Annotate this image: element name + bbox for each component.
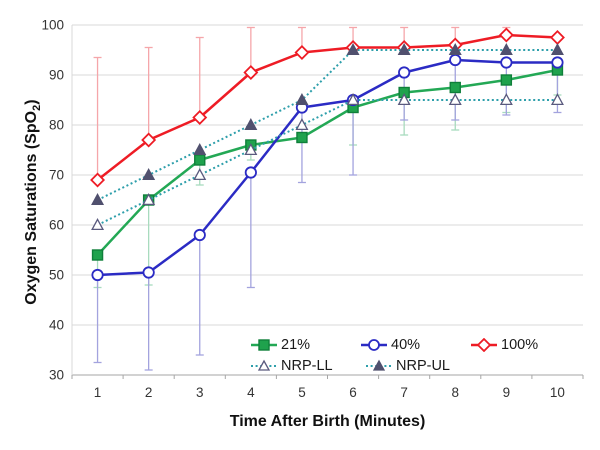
y-axis-title-main: Oxygen Saturations (SpO xyxy=(22,110,40,305)
series-marker-NRP-UL-x6 xyxy=(346,43,360,56)
x-tick-label-8: 8 xyxy=(451,385,459,400)
series-marker-NRP-UL-x3 xyxy=(193,143,207,156)
series-marker-NRP-LL-x10 xyxy=(550,93,564,106)
legend-glyph xyxy=(257,359,271,371)
legend-glyph xyxy=(258,338,270,351)
legend-marker-diamond-open xyxy=(471,337,497,352)
series-marker-NRP-LL-x4 xyxy=(244,143,258,156)
series-marker-100%-x5 xyxy=(294,45,310,60)
legend-glyph xyxy=(476,337,492,352)
legend-item-NRP-UL: NRP-UL xyxy=(365,358,480,374)
legend-item-21%: 21% xyxy=(250,337,360,353)
series-line-100% xyxy=(96,33,558,181)
series-marker-21%-x3 xyxy=(194,154,206,166)
series-marker-100%-x9 xyxy=(498,27,514,43)
series-marker-NRP-LL-x3 xyxy=(193,168,207,181)
legend-marker-square-filled xyxy=(251,338,277,351)
series-marker-40%-x9 xyxy=(500,56,513,69)
series-marker-100%-x4 xyxy=(243,65,259,80)
series-marker-40%-x1 xyxy=(91,268,104,282)
chart-legend: 21% 40% 100% NRP-LL NRP-UL xyxy=(250,334,580,376)
y-tick-label-50: 50 xyxy=(49,268,64,283)
series-marker-40%-x7 xyxy=(398,66,411,79)
legend-label-40%: 40% xyxy=(391,336,421,353)
legend-marker-triangle-filled xyxy=(366,359,392,371)
series-marker-NRP-UL-x5 xyxy=(295,93,309,106)
x-tick-label-4: 4 xyxy=(247,385,255,400)
series-marker-100%-x10 xyxy=(549,30,565,45)
legend-label-NRP-LL: NRP-LL xyxy=(281,357,333,374)
series-marker-40%-x4 xyxy=(244,166,257,179)
y-tick-label-90: 90 xyxy=(49,68,64,83)
x-tick-label-6: 6 xyxy=(349,385,357,400)
legend-marker-circle-open xyxy=(361,338,387,351)
series-marker-21%-x5 xyxy=(296,131,308,144)
series-marker-NRP-LL-x9 xyxy=(499,93,513,106)
series-marker-40%-x10 xyxy=(551,56,564,69)
legend-row: NRP-LL NRP-UL xyxy=(250,355,580,376)
y-tick-label-80: 80 xyxy=(49,118,64,133)
legend-label-NRP-UL: NRP-UL xyxy=(396,357,450,374)
x-tick-label-3: 3 xyxy=(196,385,204,400)
series-marker-NRP-UL-x7 xyxy=(397,43,411,56)
y-tick-label-40: 40 xyxy=(49,318,64,333)
x-tick-label-10: 10 xyxy=(550,385,565,400)
series-marker-NRP-LL-x6 xyxy=(346,93,360,106)
y-tick-label-70: 70 xyxy=(49,168,64,183)
x-tick-label-7: 7 xyxy=(400,385,408,400)
series-line-21% xyxy=(96,68,558,256)
x-tick-label-5: 5 xyxy=(298,385,306,400)
series-marker-40%-x3 xyxy=(193,228,206,242)
series-line-NRP-UL xyxy=(97,49,558,201)
y-tick-label-30: 30 xyxy=(49,368,64,383)
series-line-NRP-LL xyxy=(97,99,558,226)
y-axis-title: Oxygen Saturations (SpO2) xyxy=(23,52,43,352)
series-marker-NRP-UL-x2 xyxy=(142,168,156,181)
series-line-40% xyxy=(97,58,558,277)
legend-glyph xyxy=(372,359,386,371)
x-tick-label-1: 1 xyxy=(94,385,102,400)
legend-item-NRP-LL: NRP-LL xyxy=(250,358,365,374)
y-tick-label-60: 60 xyxy=(49,218,64,233)
series-marker-21%-x8 xyxy=(449,81,461,94)
series-marker-21%-x9 xyxy=(500,74,513,86)
series-marker-NRP-UL-x1 xyxy=(91,193,105,206)
series-marker-NRP-LL-x7 xyxy=(397,93,411,106)
series-marker-40%-x2 xyxy=(142,266,155,279)
legend-marker-triangle-open xyxy=(251,359,277,371)
series-marker-100%-x3 xyxy=(192,110,208,125)
legend-item-40%: 40% xyxy=(360,337,470,353)
legend-glyph xyxy=(368,338,380,351)
series-marker-NRP-UL-x4 xyxy=(244,118,258,131)
x-axis-title: Time After Birth (Minutes) xyxy=(229,413,426,430)
series-marker-NRP-UL-x8 xyxy=(448,43,462,56)
series-marker-100%-x2 xyxy=(141,132,157,148)
series-marker-NRP-LL-x8 xyxy=(448,93,462,106)
legend-label-21%: 21% xyxy=(281,336,311,353)
series-marker-NRP-LL-x1 xyxy=(91,218,105,231)
x-tick-label-2: 2 xyxy=(145,385,153,400)
series-marker-40%-x8 xyxy=(449,53,462,67)
series-marker-NRP-UL-x10 xyxy=(550,43,564,56)
x-tick-label-9: 9 xyxy=(503,385,511,400)
legend-row: 21% 40% 100% xyxy=(250,334,580,355)
series-marker-NRP-UL-x9 xyxy=(499,43,513,56)
legend-item-100%: 100% xyxy=(470,337,580,353)
series-marker-100%-x1 xyxy=(90,172,106,188)
series-marker-NRP-LL-x5 xyxy=(295,118,309,131)
y-axis-title-subscript: 2 xyxy=(31,104,44,111)
series-marker-21%-x1 xyxy=(91,249,104,261)
y-tick-label-100: 100 xyxy=(41,18,64,33)
series-marker-NRP-LL-x2 xyxy=(142,193,156,206)
y-axis-title-close: ) xyxy=(22,99,40,105)
legend-label-100%: 100% xyxy=(501,336,539,353)
